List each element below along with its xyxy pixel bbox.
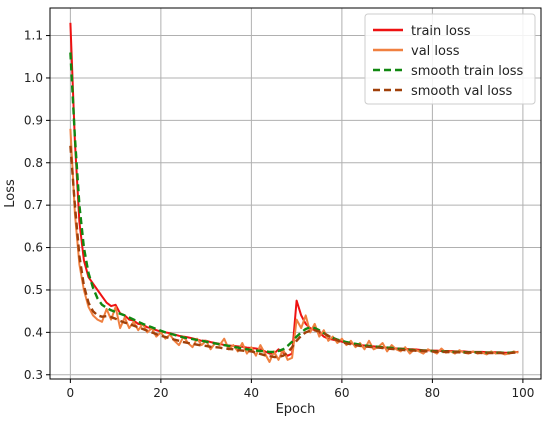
- y-axis-ticks: 0.3 0.4 0.5 0.6 0.7 0.8 0.9 1.0 1.1: [24, 29, 50, 382]
- x-axis-label: Epoch: [276, 402, 316, 417]
- legend-label: smooth train loss: [411, 64, 524, 79]
- y-tick-label: 1.1: [24, 29, 43, 43]
- y-tick-label: 0.7: [24, 198, 43, 212]
- x-tick-label: 60: [334, 386, 349, 400]
- y-tick-label: 0.6: [24, 241, 43, 255]
- legend-label: train loss: [411, 24, 471, 39]
- x-tick-label: 80: [425, 386, 440, 400]
- y-tick-label: 0.9: [24, 113, 43, 127]
- y-tick-label: 1.0: [24, 71, 43, 85]
- y-tick-label: 0.4: [24, 325, 43, 339]
- x-tick-label: 100: [511, 386, 534, 400]
- x-axis-ticks: 0 20 40 60 80 100: [67, 379, 534, 400]
- y-tick-label: 0.3: [24, 368, 43, 382]
- series-lines: [69, 22, 519, 363]
- plot-frame: [49, 7, 542, 380]
- legend-label: val loss: [411, 44, 460, 59]
- series-line-smooth-val-loss: [69, 145, 519, 359]
- legend-box: [364, 13, 536, 105]
- y-tick-label: 0.5: [24, 283, 43, 297]
- legend: train loss val loss smooth train loss smoot…: [364, 13, 536, 105]
- x-tick-label: 40: [244, 386, 259, 400]
- y-axis-label: Loss: [3, 179, 18, 208]
- x-tick-label: 0: [67, 386, 75, 400]
- y-tick-label: 0.8: [24, 156, 43, 170]
- x-tick-label: 20: [153, 386, 168, 400]
- legend-label: smooth val loss: [411, 84, 513, 99]
